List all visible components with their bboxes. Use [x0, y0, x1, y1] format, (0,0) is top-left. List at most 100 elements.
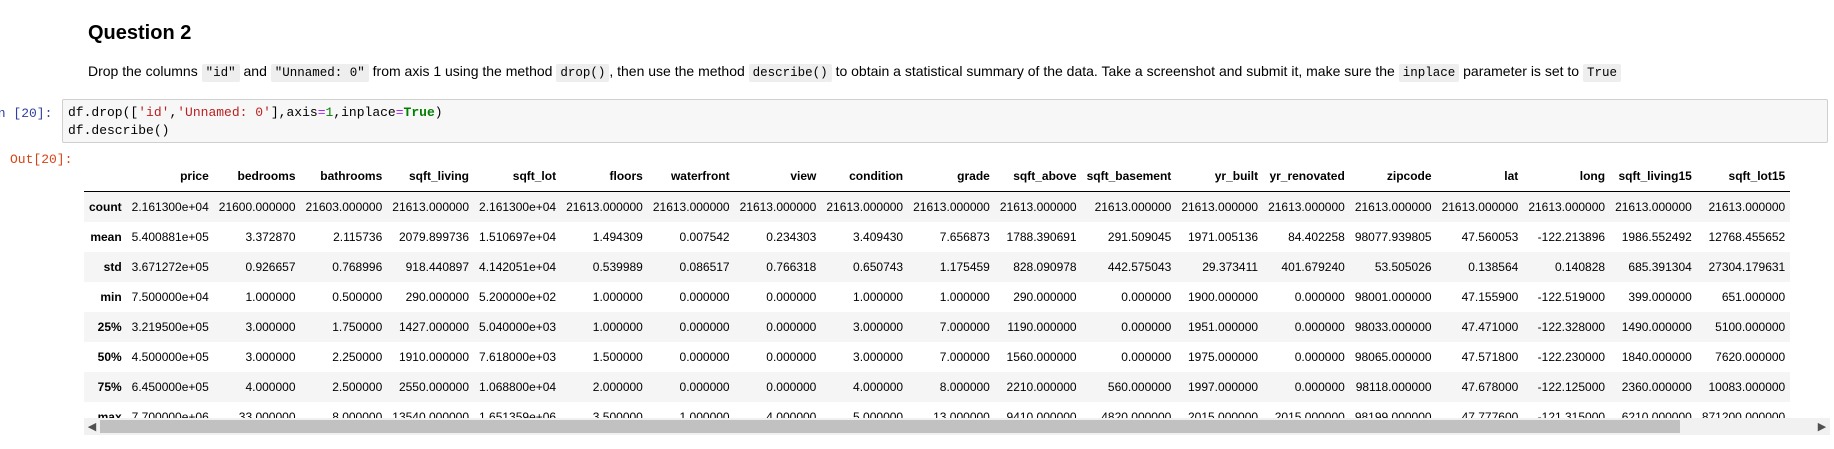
table-cell: 21613.000000 — [1441, 200, 1519, 214]
inline-code: describe() — [748, 64, 832, 82]
scroll-right-icon[interactable]: ▶ — [1817, 420, 1827, 433]
table-cell: 1560.000000 — [1006, 350, 1077, 364]
table-cell: 0.500000 — [332, 290, 383, 304]
column-header: lat — [1436, 160, 1524, 192]
table-cell: 98065.000000 — [1354, 350, 1432, 364]
table-cell: 0.086517 — [679, 260, 730, 274]
table-cell: -121.315000 — [1537, 410, 1606, 418]
table-cell: 29.373411 — [1202, 260, 1259, 274]
table-cell: 21613.000000 — [739, 200, 817, 214]
table-cell: 1.000000 — [592, 290, 643, 304]
code-keyword: True — [403, 105, 435, 120]
table-cell: 7.656873 — [939, 230, 990, 244]
table-cell: 4820.000000 — [1101, 410, 1172, 418]
table-cell: 98118.000000 — [1355, 380, 1432, 394]
input-prompt: In [20]: — [0, 106, 92, 121]
table-cell: 7.000000 — [939, 350, 990, 364]
table-cell: 0.768996 — [332, 260, 383, 274]
column-header: sqft_living — [387, 160, 475, 192]
table-cell: -122.519000 — [1537, 290, 1606, 304]
table-cell: 918.440897 — [405, 260, 470, 274]
table-cell: 4.000000 — [766, 410, 817, 418]
inline-code: "Unnamed: 0" — [270, 64, 369, 82]
column-header: yr_built — [1176, 160, 1264, 192]
table-cell: 2360.000000 — [1621, 380, 1692, 394]
table-cell: 291.509045 — [1107, 230, 1172, 244]
table-cell: 401.679240 — [1281, 260, 1345, 274]
table-cell: 1.000000 — [592, 320, 643, 334]
table-cell: 3.500000 — [592, 410, 643, 418]
code-token: ],axis — [270, 105, 318, 120]
row-label: count — [89, 200, 122, 214]
table-cell: 0.539989 — [592, 260, 643, 274]
table-header-row: price bedrooms bathrooms sqft_living sqft_lo… — [84, 160, 1791, 192]
table-cell: 1.000000 — [939, 290, 990, 304]
table-cell: 3.000000 — [245, 350, 296, 364]
table-cell: 1427.000000 — [398, 320, 470, 334]
column-header: sqft_basement — [1081, 160, 1177, 192]
table-cell: 21613.000000 — [392, 200, 470, 214]
table-cell: 0.000000 — [1121, 290, 1172, 304]
code-input[interactable]: df.drop(['id','Unnamed: 0'],axis=1,inpla… — [62, 99, 1828, 143]
table-cell: 21613.000000 — [1615, 200, 1692, 214]
table-cell: 0.000000 — [1121, 320, 1172, 334]
table-cell: 0.000000 — [1294, 350, 1345, 364]
table-cell: 3.219500e+05 — [131, 320, 209, 334]
instruction-text: from axis 1 using the method — [368, 63, 557, 79]
table-cell: 651.000000 — [1721, 290, 1786, 304]
question-instructions: Drop the columns "id" and "Unnamed: 0" f… — [88, 59, 1788, 85]
table-cell: 47.560053 — [1461, 230, 1519, 244]
scroll-left-icon[interactable]: ◀ — [87, 420, 97, 433]
table-cell: 47.678000 — [1461, 380, 1519, 394]
table-cell: 0.000000 — [766, 290, 817, 304]
table-cell: 1986.552492 — [1621, 230, 1692, 244]
table-cell: 98033.000000 — [1354, 320, 1432, 334]
table-cell: 1.175459 — [939, 260, 990, 274]
table-cell: 12768.455652 — [1708, 230, 1786, 244]
table-cell: 2.000000 — [592, 380, 643, 394]
table-cell: -122.230000 — [1537, 350, 1606, 364]
table-cell: 560.000000 — [1107, 380, 1172, 394]
table-cell: 2.250000 — [332, 350, 383, 364]
row-label: 25% — [97, 320, 122, 334]
table-cell: 7620.000000 — [1715, 350, 1786, 364]
table-cell: 0.766318 — [766, 260, 817, 274]
table-cell: 1840.000000 — [1621, 350, 1692, 364]
table-cell: 21613.000000 — [652, 200, 730, 214]
table-cell: 0.000000 — [679, 350, 730, 364]
table-cell: 2210.000000 — [1006, 380, 1077, 394]
table-cell: 1.500000 — [592, 350, 643, 364]
inline-code: True — [1582, 64, 1621, 82]
table-cell: 53.505026 — [1374, 260, 1432, 274]
row-label: std — [103, 260, 122, 274]
table-cell: 1900.000000 — [1187, 290, 1259, 304]
table-cell: 21613.000000 — [913, 200, 990, 214]
table-cell: 7.618000e+03 — [479, 350, 557, 364]
table-cell: 828.090978 — [1013, 260, 1077, 274]
table-cell: 0.000000 — [679, 290, 730, 304]
table-cell: 1490.000000 — [1621, 320, 1692, 334]
scrollbar-thumb[interactable] — [100, 420, 1680, 433]
column-header: sqft_lot — [474, 160, 562, 192]
table-cell: 1951.000000 — [1187, 320, 1259, 334]
table-row: mean 5.400881e+05 3.372870 2.115736 2079.899… — [84, 222, 1790, 252]
instruction-text: Drop the columns — [88, 63, 202, 79]
column-header: long — [1523, 160, 1611, 192]
table-cell: 1.000000 — [679, 410, 730, 418]
table-row: 75% 6.450000e+05 4.000000 2.500000 2550.0000… — [84, 372, 1791, 402]
input-prompt-label: In [20]: — [0, 106, 53, 121]
inline-code: inplace — [1398, 64, 1460, 82]
table-cell: 7.700000e+06 — [131, 410, 209, 418]
column-header: floors — [561, 160, 648, 192]
column-header: yr_renovated — [1263, 160, 1350, 192]
table-cell: 3.000000 — [853, 350, 904, 364]
describe-table: price bedrooms bathrooms sqft_living sqft_lo… — [84, 160, 1791, 418]
table-cell: 21600.000000 — [218, 200, 296, 214]
table-cell: 2015.000000 — [1187, 410, 1259, 418]
table-cell: 5.200000e+02 — [479, 290, 557, 304]
table-cell: 4.000000 — [853, 380, 904, 394]
table-cell: -122.125000 — [1537, 380, 1606, 394]
code-string: 'id' — [138, 105, 170, 120]
horizontal-scrollbar[interactable]: ◀ ▶ — [84, 418, 1830, 435]
code-operator: = — [317, 105, 326, 120]
